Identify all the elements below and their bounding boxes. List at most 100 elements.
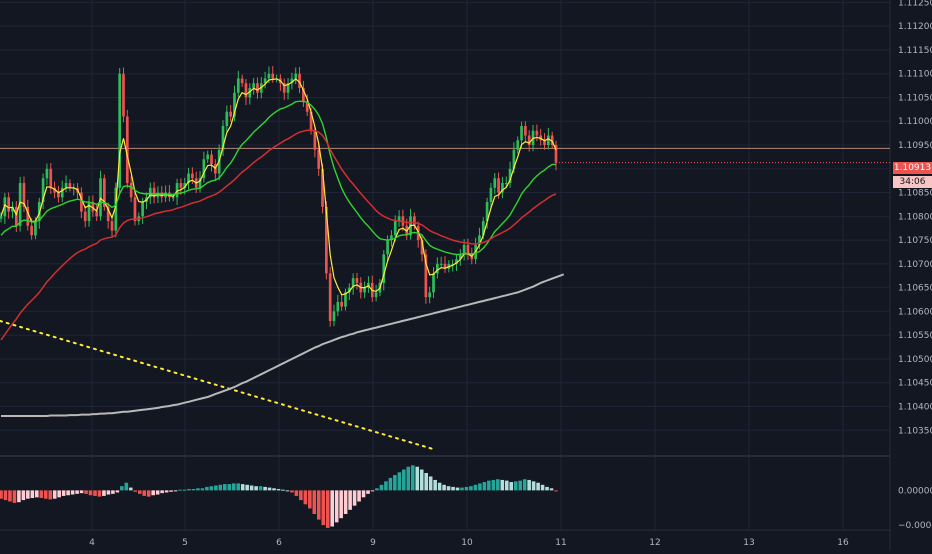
candle	[229, 105, 232, 122]
candle-body	[263, 78, 267, 84]
candle-body	[282, 83, 286, 93]
candle-body	[175, 183, 179, 198]
candle-body	[118, 73, 121, 188]
candle	[317, 145, 321, 176]
histogram-bar	[8, 490, 12, 502]
time-tick-label: 16	[837, 538, 849, 548]
candle-body	[397, 216, 401, 222]
candle-body	[99, 178, 102, 217]
candle	[543, 133, 546, 150]
candle-body	[466, 244, 470, 255]
candle	[122, 67, 125, 123]
candle	[206, 150, 210, 164]
price-tick-label: 1.10600	[898, 307, 932, 317]
ema-slow-line	[0, 129, 557, 341]
histogram-bar	[111, 490, 115, 494]
histogram-bar	[75, 490, 79, 494]
histogram-bar	[478, 483, 482, 491]
candle-body	[210, 154, 213, 165]
histogram-bar	[0, 490, 3, 499]
candle-body	[91, 202, 95, 212]
candle	[80, 187, 83, 219]
candle	[432, 267, 435, 299]
candle-body	[34, 221, 37, 236]
candle	[298, 67, 301, 94]
candle-body	[41, 178, 45, 203]
candle	[351, 273, 355, 295]
candle-body	[351, 278, 355, 288]
candle	[11, 201, 14, 219]
histogram-bar	[504, 480, 509, 491]
histogram-bar	[518, 480, 522, 491]
candle-body	[87, 202, 91, 222]
candle	[286, 77, 290, 100]
price-tick-label: 1.10400	[898, 403, 932, 413]
candle-body	[321, 168, 324, 207]
candle-body	[390, 235, 393, 241]
candle	[248, 83, 252, 105]
candle-body	[501, 183, 504, 193]
candle-body	[344, 292, 347, 307]
time-tick-label: 5	[182, 538, 188, 548]
histogram-bar	[312, 490, 317, 515]
candle	[41, 173, 45, 210]
indicator-tick-label: −0.00050	[898, 521, 932, 531]
candle-body	[11, 206, 14, 212]
candle-body	[332, 311, 336, 321]
histogram-bar	[406, 466, 411, 491]
ema-fast-line	[0, 78, 557, 296]
candle	[328, 267, 332, 327]
price-tick-label: 1.11150	[898, 46, 932, 56]
candle-body	[554, 145, 558, 163]
candle-body	[225, 111, 229, 126]
oscillator-histogram	[0, 465, 558, 528]
candle	[60, 180, 64, 203]
candle-body	[512, 149, 516, 169]
histogram-bar	[57, 490, 61, 498]
candle-body	[420, 240, 424, 255]
candle	[524, 121, 527, 143]
candle-body	[413, 216, 416, 226]
candle-body	[30, 225, 33, 236]
candle-body	[198, 178, 202, 188]
histogram-bar	[276, 488, 281, 491]
histogram-bar	[191, 488, 196, 491]
histogram-bar	[146, 490, 151, 497]
histogram-bar	[330, 490, 334, 527]
candle	[336, 294, 340, 317]
price-tick-label: 1.10350	[898, 426, 932, 436]
candle-body	[443, 263, 447, 269]
candle	[382, 250, 386, 291]
histogram-bar	[522, 479, 527, 491]
candle-body	[363, 287, 366, 293]
candle	[95, 204, 99, 222]
candle	[68, 179, 72, 192]
candle-body	[256, 83, 259, 93]
candle-body	[298, 73, 301, 88]
histogram-bar	[258, 486, 263, 491]
candle	[501, 176, 504, 199]
candle-body	[374, 292, 378, 298]
histogram-bar	[531, 481, 536, 491]
histogram-bar	[410, 465, 415, 491]
histogram-bar	[352, 490, 357, 506]
histogram-bar	[182, 489, 187, 491]
histogram-bar	[370, 490, 375, 492]
candle-body	[325, 206, 328, 274]
histogram-bar	[424, 472, 428, 491]
histogram-bar	[384, 481, 388, 491]
histogram-bar	[482, 482, 487, 491]
histogram-bar	[294, 490, 299, 496]
histogram-bar	[433, 479, 437, 491]
bar-countdown-label: 34:06	[893, 176, 932, 188]
candle-body	[439, 263, 443, 265]
candle	[45, 163, 49, 185]
candle	[83, 205, 87, 228]
histogram-bar	[151, 490, 155, 496]
histogram-bar	[455, 487, 460, 491]
histogram-bar	[343, 490, 348, 515]
candle-body	[206, 154, 210, 160]
candle	[340, 294, 343, 311]
